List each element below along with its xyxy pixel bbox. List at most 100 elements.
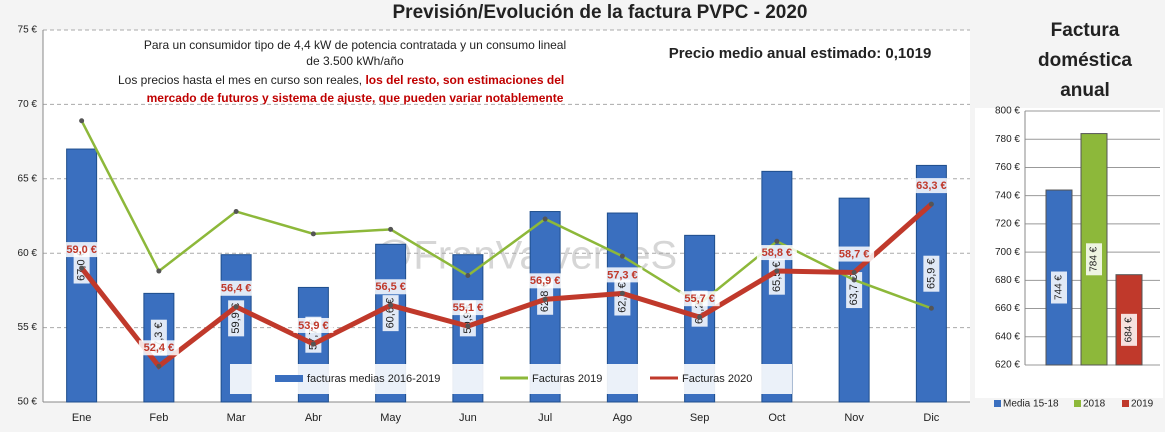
- point: [465, 323, 471, 329]
- point: [233, 209, 239, 215]
- y-tick-label: 660 €: [995, 303, 1020, 314]
- legend-label: Facturas 2019: [532, 373, 602, 385]
- value-label: 63,3 €: [916, 180, 947, 192]
- value-label: 56,4 €: [221, 283, 252, 295]
- y-tick-label: 800 €: [995, 106, 1020, 117]
- value-label-box: [370, 279, 411, 295]
- y-tick-label: 780 €: [995, 134, 1020, 145]
- value-label: 58,8 €: [762, 247, 793, 259]
- value-label: 62,8 €: [539, 281, 551, 312]
- legend-swatch: [275, 375, 303, 382]
- x-tick-label: Jul: [538, 412, 552, 424]
- y-tick-label: 740 €: [995, 190, 1020, 201]
- point: [156, 268, 162, 274]
- y-tick-label: 760 €: [995, 162, 1020, 173]
- point: [542, 216, 548, 222]
- annotation: Los precios hasta el mes en curso son re…: [118, 73, 365, 87]
- point: [928, 305, 934, 311]
- y-tick-label: 65 €: [18, 173, 38, 184]
- value-label: 65,5 €: [771, 261, 783, 292]
- value-label-box: [216, 280, 257, 296]
- value-label: 56,5 €: [375, 281, 406, 293]
- value-label-box: [768, 258, 785, 295]
- value-label: 784 €: [1089, 246, 1100, 271]
- x-tick-label: Abr: [305, 412, 322, 424]
- value-label-box: [293, 317, 334, 333]
- value-label: 55,7 €: [684, 293, 715, 305]
- value-label-box: [756, 245, 797, 261]
- value-label: 58,7 €: [839, 248, 870, 260]
- y-tick-label: 55 €: [18, 322, 38, 333]
- point: [851, 270, 857, 276]
- legend-label: Media 15-18: [1003, 399, 1059, 410]
- legend-label: 2018: [1083, 399, 1106, 410]
- point: [542, 296, 548, 302]
- value-label-box: [1121, 313, 1137, 346]
- point: [928, 201, 934, 207]
- value-label: 57,3 €: [607, 269, 638, 281]
- chart-title: anual: [1060, 80, 1110, 101]
- value-label: 56,9 €: [530, 275, 561, 287]
- value-label-box: [1051, 271, 1067, 304]
- value-label-box: [138, 340, 179, 356]
- value-label-box: [602, 267, 643, 283]
- y-tick-label: 680 €: [995, 275, 1020, 286]
- point: [156, 363, 162, 369]
- x-tick-label: Ene: [72, 412, 92, 424]
- point: [774, 268, 780, 274]
- x-tick-label: Feb: [149, 412, 168, 424]
- legend-label: facturas medias 2016-2019: [307, 373, 440, 385]
- y-tick-label: 50 €: [18, 397, 38, 408]
- legend-label: Facturas 2020: [682, 373, 752, 385]
- x-tick-label: Jun: [459, 412, 477, 424]
- chart-title: Previsión/Evolución de la factura PVPC -…: [393, 2, 808, 23]
- value-label-box: [679, 291, 720, 307]
- point: [465, 273, 471, 279]
- value-label-box: [614, 279, 631, 316]
- x-tick-label: May: [380, 412, 401, 424]
- legend-swatch: [994, 400, 1001, 407]
- x-tick-label: Nov: [844, 412, 864, 424]
- y-tick-label: 620 €: [995, 360, 1020, 371]
- annotation: los del resto, son estimaciones del: [365, 73, 564, 87]
- annotation: Precio medio anual estimado: 0,1019: [669, 45, 932, 62]
- point: [697, 314, 703, 320]
- annotation: Los precios hasta el mes en curso son re…: [118, 73, 564, 87]
- line: [79, 202, 934, 370]
- y-tick-label: 640 €: [995, 331, 1020, 342]
- legend-swatch: [1122, 400, 1129, 407]
- value-label: 55,1 €: [453, 302, 484, 314]
- value-label-box: [923, 255, 940, 292]
- value-label: 59,0 €: [66, 244, 97, 256]
- value-label-box: [834, 246, 875, 262]
- x-tick-label: Mar: [227, 412, 246, 424]
- y-tick-label: 700 €: [995, 247, 1020, 258]
- point: [388, 302, 394, 308]
- y-tick-label: 75 €: [18, 25, 38, 36]
- value-label: 62,7 €: [616, 282, 628, 313]
- point: [388, 226, 394, 232]
- value-label-box: [1086, 243, 1102, 276]
- x-tick-label: Dic: [923, 412, 939, 424]
- y-tick-label: 60 €: [18, 248, 38, 259]
- value-label: 52,4 €: [144, 342, 175, 354]
- x-tick-label: Sep: [690, 412, 710, 424]
- point: [233, 304, 239, 310]
- value-label: 63,7 €: [848, 275, 860, 306]
- plot-area: [43, 30, 970, 402]
- chart-title: doméstica: [1038, 50, 1132, 71]
- legend-label: 2019: [1131, 399, 1154, 410]
- point: [310, 341, 316, 347]
- x-tick-label: Ago: [613, 412, 633, 424]
- point: [774, 238, 780, 244]
- legend-swatch: [1074, 400, 1081, 407]
- x-tick-label: Oct: [768, 412, 785, 424]
- point: [310, 231, 316, 237]
- value-label: 65,9 €: [925, 258, 937, 289]
- value-label: 684 €: [1124, 317, 1135, 342]
- value-label-box: [525, 273, 566, 289]
- value-label-box: [447, 300, 488, 316]
- point: [619, 253, 625, 259]
- y-tick-label: 720 €: [995, 219, 1020, 230]
